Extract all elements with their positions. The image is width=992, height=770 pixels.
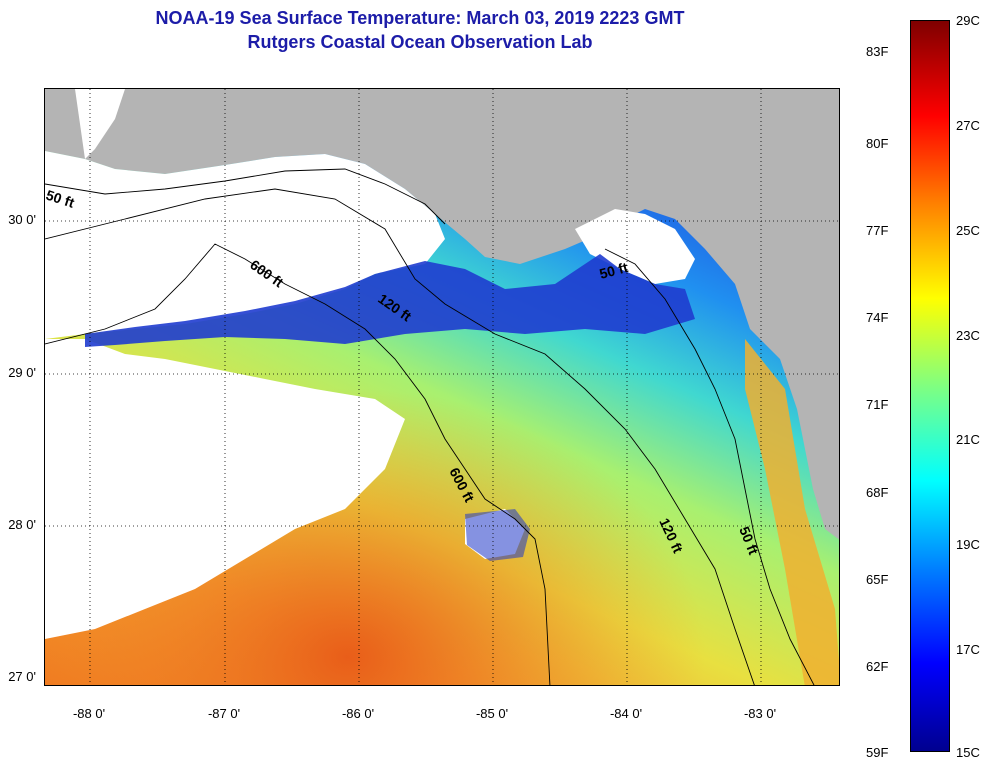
cold-pocket (465, 509, 530, 561)
cold-front-band (85, 254, 695, 347)
temperature-colorbar (910, 20, 950, 752)
colorbar-label-f: 83F (866, 44, 889, 59)
colorbar-label-c: 15C (956, 745, 980, 760)
contour-50ft-west (45, 168, 446, 225)
lon-label-85: -85 0' (475, 706, 509, 721)
colorbar-label-c: 19C (956, 537, 980, 552)
contour-120ft (45, 188, 755, 685)
colorbar-label-f: 74F (866, 310, 889, 325)
cloud-area (45, 151, 445, 339)
map-subtitle: Rutgers Coastal Ocean Observation Lab (247, 32, 593, 52)
contour-label: 50 ft (598, 259, 630, 282)
lon-label-84: -84 0' (609, 706, 643, 721)
colorbar-label-c: 21C (956, 432, 980, 447)
colorbar-label-f: 80F (866, 136, 889, 151)
graticule (45, 89, 839, 685)
lat-label-27: 27 0' (8, 669, 36, 684)
contour-50ft-east (604, 248, 815, 685)
land-mass (45, 89, 839, 540)
contour-600ft (45, 243, 551, 685)
colorbar-label-f: 62F (866, 659, 889, 674)
lon-label-86: -86 0' (341, 706, 375, 721)
lon-label-83: -83 0' (743, 706, 777, 721)
map-title: NOAA-19 Sea Surface Temperature: March 0… (155, 8, 685, 28)
colorbar-label-c: 23C (956, 328, 980, 343)
lat-label-29: 29 0' (8, 365, 36, 380)
colorbar-label-f: 71F (866, 397, 889, 412)
colorbar-label-f: 65F (866, 572, 889, 587)
lon-label-88: -88 0' (72, 706, 106, 721)
lon-label-87: -87 0' (207, 706, 241, 721)
colorbar-label-c: 17C (956, 642, 980, 657)
colorbar-label-c: 25C (956, 223, 980, 238)
cloud-area (75, 89, 125, 159)
colorbar-label-f: 68F (866, 485, 889, 500)
colorbar-label-c: 29C (956, 13, 980, 28)
coastal-warm-band (745, 339, 839, 685)
colorbar-label-f: 59F (866, 745, 889, 760)
cloud-area (575, 209, 695, 284)
sst-map: 50 ft 600 ft 120 ft 50 ft 600 ft 120 ft … (44, 88, 840, 686)
lat-label-28: 28 0' (8, 517, 36, 532)
colorbar-label-f: 77F (866, 223, 889, 238)
colorbar-label-c: 27C (956, 118, 980, 133)
lat-label-30: 30 0' (8, 212, 36, 227)
